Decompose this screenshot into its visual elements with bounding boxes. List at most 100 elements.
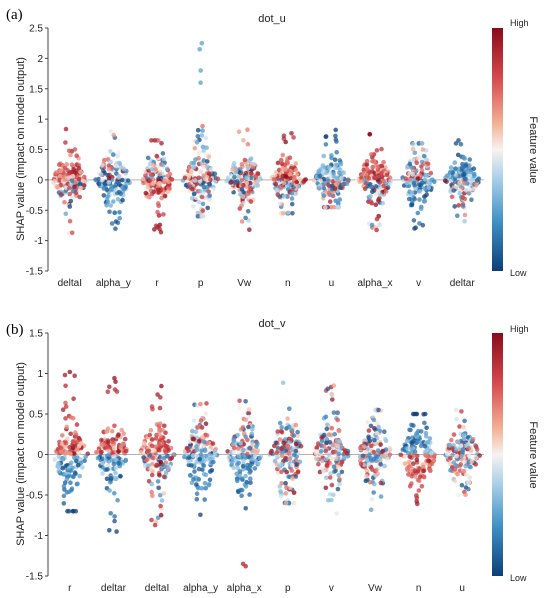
shap-point [333, 162, 339, 167]
shap-point [110, 450, 115, 456]
shap-point [272, 458, 278, 464]
shap-point [237, 405, 242, 411]
shap-point [291, 490, 297, 496]
shap-point [466, 480, 472, 485]
shap-point [332, 431, 338, 437]
shap-point [206, 482, 212, 487]
shap-point [237, 192, 243, 197]
shap-point [212, 171, 218, 176]
shap-point [331, 204, 337, 210]
shap-point [277, 437, 283, 442]
shap-point [208, 167, 214, 172]
shap-point [210, 441, 216, 446]
shap-point [157, 180, 162, 186]
shap-point [186, 455, 192, 460]
shap-point [378, 494, 384, 499]
shap-point [195, 486, 201, 491]
shap-point [162, 178, 168, 183]
shap-point [445, 173, 450, 178]
shap-point [424, 173, 430, 178]
shap-point [78, 185, 83, 191]
shap-point [204, 401, 209, 406]
shap-point [112, 514, 117, 519]
shap-point [283, 436, 288, 442]
shap-point [462, 459, 468, 465]
shap-point [182, 454, 187, 460]
shap-point [161, 491, 167, 496]
shap-point [243, 170, 249, 176]
shap-point [123, 448, 129, 454]
shap-point [235, 183, 241, 188]
shap-point [191, 164, 197, 170]
shap-point [107, 384, 112, 390]
shap-point [99, 437, 104, 443]
shap-point [463, 463, 468, 469]
shap-point [328, 174, 333, 179]
shap-point [148, 172, 154, 177]
shap-point [411, 141, 416, 147]
shap-point [192, 145, 198, 151]
shap-point [471, 186, 476, 192]
shap-point [71, 508, 76, 514]
shap-point [76, 450, 82, 456]
shap-point [158, 434, 163, 439]
shap-point [335, 410, 340, 416]
shap-point [410, 157, 416, 163]
shap-point [286, 183, 291, 189]
shap-point [377, 222, 382, 227]
shap-point [416, 141, 422, 146]
shap-point [232, 180, 238, 185]
shap-point [231, 445, 237, 451]
shap-point [383, 436, 388, 442]
shap-point [326, 452, 332, 458]
shap-point [368, 199, 374, 204]
shap-point [279, 170, 285, 175]
shap-point [207, 193, 212, 198]
shap-point [248, 199, 254, 204]
shap-point [339, 469, 345, 475]
shap-point [101, 193, 107, 198]
shap-point [252, 454, 258, 459]
shap-point [454, 454, 459, 459]
shap-point [203, 411, 209, 416]
shap-point [249, 457, 255, 462]
shap-point [371, 490, 377, 495]
shap-point [380, 200, 386, 206]
shap-point [236, 460, 241, 466]
shap-point [201, 463, 206, 468]
panel-a-colorbar-title: Feature value [527, 116, 539, 183]
shap-point [474, 447, 480, 452]
shap-point [245, 451, 250, 457]
shap-point [111, 445, 117, 451]
shap-point [118, 474, 123, 479]
shap-point [453, 172, 459, 178]
shap-point [279, 430, 285, 435]
shap-point [293, 441, 299, 447]
y-tick-label: 1.5 [29, 84, 43, 95]
shap-point [195, 210, 201, 216]
shap-point [370, 164, 376, 170]
shap-point [182, 175, 188, 181]
y-tick-label: 1 [37, 115, 43, 126]
shap-point [289, 196, 295, 201]
shap-point [78, 170, 83, 175]
shap-point [455, 439, 461, 445]
shap-point [157, 454, 163, 460]
shap-point [245, 127, 250, 132]
panel-a-colorbar-bar [492, 28, 503, 271]
shap-point [168, 456, 173, 462]
shap-point [455, 213, 460, 219]
shap-point [275, 429, 281, 434]
shap-point [314, 445, 320, 450]
shap-point [283, 500, 289, 506]
shap-point [107, 488, 112, 493]
shap-point [121, 166, 127, 172]
shap-point [365, 420, 371, 425]
shap-point [405, 446, 411, 452]
shap-point [364, 468, 370, 474]
shap-point [195, 134, 201, 139]
shap-point [461, 424, 466, 430]
shap-point [462, 180, 467, 186]
shap-point [203, 485, 208, 491]
shap-point [249, 431, 255, 437]
